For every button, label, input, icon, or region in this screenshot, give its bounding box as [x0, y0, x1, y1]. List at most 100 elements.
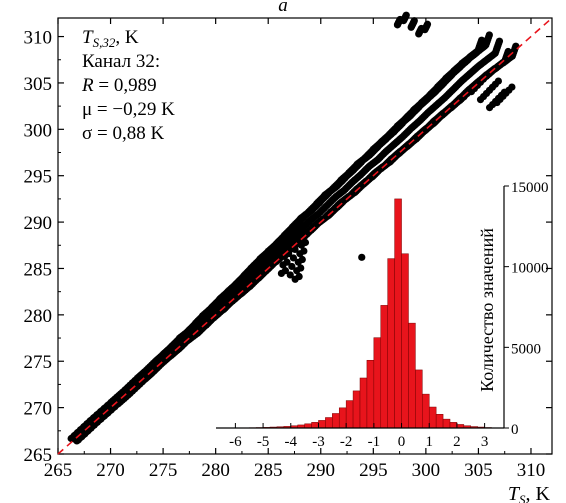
annotation-text: = 0,989 [94, 75, 157, 96]
histogram-x-tick-label: 0 [398, 434, 406, 450]
histogram-y-tick-label: 5000 [511, 341, 541, 357]
annotation-line: TS,32, K [82, 27, 139, 50]
histogram-bar [422, 393, 430, 429]
histogram-bar [394, 198, 402, 429]
scatter-point [294, 228, 302, 237]
scatter-point [284, 235, 292, 243]
x-axis-label: TS, K [508, 483, 551, 503]
annotation-line: μ = −0,29 K [82, 99, 175, 120]
scatter-point [282, 244, 290, 252]
histogram-x-tick-label: -6 [229, 434, 242, 450]
scatter-point [297, 264, 305, 272]
histogram-bar [352, 390, 361, 429]
scatter-point [500, 88, 509, 96]
histogram-bar [325, 417, 333, 429]
main-scatter-plot: 265 270 275 280 285 290 295 300 305 3102652702752… [24, 11, 553, 503]
histogram-bar [449, 422, 458, 429]
histogram-bar [415, 369, 423, 429]
histogram-y-tick-label: 10000 [511, 261, 549, 277]
x-tick-label: 300 [412, 460, 441, 481]
histogram-bar [428, 406, 437, 429]
histogram-bar [380, 305, 388, 429]
inset-histogram: -6 -5 -4 -3 -2 -1 0 1 2 3 0 5000 10000 15000 Количест… [216, 180, 549, 450]
scatter-point [475, 77, 483, 85]
annotation-line: Канал 32: [82, 51, 160, 72]
annotation-subscript: S,32 [93, 35, 116, 50]
annotation-symbol: T [82, 27, 94, 48]
histogram-x-tick-label: -5 [257, 434, 270, 450]
histogram-bar [401, 253, 409, 429]
histogram-bar [359, 377, 368, 429]
scatter-point [478, 36, 486, 44]
x-axis-label-unit: , K [526, 483, 551, 503]
histogram-x-tick-label: -2 [340, 434, 353, 450]
annotation-suffix: , K [115, 27, 139, 48]
y-tick-label: 265 [24, 445, 53, 466]
histogram-bar [408, 322, 416, 429]
scatter-point [289, 254, 298, 262]
histogram-bar [318, 420, 326, 429]
y-tick-label: 270 [24, 399, 53, 420]
x-tick-label: 290 [307, 460, 336, 481]
histogram-x-tick-label: 2 [453, 434, 461, 450]
y-tick-label: 275 [24, 352, 53, 373]
annotation-symbol: R [81, 75, 94, 96]
x-tick-label: 280 [201, 460, 230, 481]
histogram-bar [345, 400, 354, 429]
histogram-bar [366, 359, 375, 429]
x-tick-label: 275 [149, 460, 178, 481]
reference-line [57, 17, 553, 455]
histogram-x-tick-label: 3 [481, 434, 489, 450]
scatter-point [410, 17, 418, 25]
x-tick-label: 305 [464, 460, 493, 481]
histogram-x-tick-label: -4 [285, 434, 298, 450]
y-tick-label: 310 [24, 28, 53, 49]
scatter-point [301, 238, 310, 247]
histogram-bar [338, 407, 347, 429]
scatter-point [417, 24, 425, 33]
scatter-point [292, 237, 301, 245]
histogram-x-tick-label: 1 [425, 434, 433, 450]
histogram-bars [248, 198, 492, 429]
scatter-point [485, 31, 493, 39]
x-tick-label: 270 [96, 460, 125, 481]
scatter-point [495, 37, 504, 45]
plot-frame [57, 17, 553, 455]
scatter-point [504, 47, 512, 56]
y-tick-label: 280 [24, 306, 53, 327]
annotation-line: σ = 0,88 K [82, 123, 164, 144]
scatter-point [300, 247, 308, 255]
histogram-bar [435, 414, 444, 429]
y-tick-label: 290 [24, 213, 53, 234]
histogram-y-axis-label: Количество значений [477, 228, 497, 392]
scatter-point [285, 227, 293, 235]
panel-label: a [278, 0, 288, 16]
scatter-point [396, 15, 404, 24]
scatter-point [508, 83, 516, 91]
scatter-point [296, 220, 304, 228]
scatter-point [288, 262, 296, 271]
scatter-point [423, 20, 432, 28]
scatter-point [402, 11, 410, 19]
scatter-point [295, 272, 303, 281]
histogram-bar [311, 422, 319, 429]
histogram-x-tick-label: -1 [368, 434, 381, 450]
histogram-bar [332, 413, 340, 429]
x-axis-label-main: T [508, 483, 521, 503]
histogram-axis-ticks: -6 -5 -4 -3 -2 -1 0 1 2 3 0 5000 10000 15000 [216, 180, 549, 450]
histogram-bar [442, 418, 451, 429]
histogram-y-tick-label: 15000 [511, 180, 549, 196]
histogram-y-tick-label: 0 [511, 422, 519, 438]
histogram-x-tick-label: -3 [312, 434, 325, 450]
main-axis-ticks: 265 270 275 280 285 290 295 300 305 3102652702752… [24, 18, 552, 481]
histogram-bar [387, 258, 395, 429]
scatter-point [298, 255, 306, 264]
y-tick-label: 295 [24, 167, 53, 188]
x-tick-label: 285 [254, 460, 283, 481]
scatter-point [277, 269, 286, 277]
histogram-bar [304, 423, 312, 429]
scatter-point [279, 261, 287, 269]
annotation-line: R = 0,989 [81, 75, 157, 96]
histogram-bar [373, 337, 382, 429]
